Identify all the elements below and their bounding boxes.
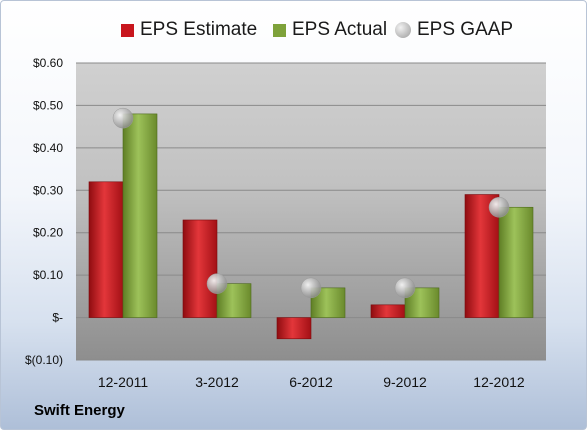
y-tick-label: $0.50	[33, 98, 63, 112]
marker-eps-gaap	[112, 107, 134, 129]
y-tick-label: $0.40	[33, 141, 63, 155]
bar-eps-actual	[122, 113, 158, 318]
x-tick-label: 12-2011	[98, 374, 149, 390]
y-tick-label: $0.60	[33, 56, 63, 70]
x-tick-label: 9-2012	[383, 374, 427, 390]
company-name: Swift Energy	[34, 402, 125, 419]
y-tick-label: $(0.10)	[25, 353, 63, 367]
y-tick-label: $0.10	[33, 268, 63, 282]
legend-label-estimate: EPS Estimate	[140, 19, 258, 40]
legend-item-actual: EPS Actual	[273, 17, 387, 43]
y-tick-label: $-	[52, 311, 63, 325]
bar-eps-estimate	[370, 304, 406, 318]
legend-item-gaap: EPS GAAP	[395, 17, 513, 43]
legend-item-estimate: EPS Estimate	[121, 17, 257, 43]
x-tick-label: 6-2012	[289, 374, 333, 390]
marker-eps-gaap	[394, 277, 416, 299]
y-tick-label: $0.30	[33, 183, 63, 197]
marker-eps-gaap	[488, 197, 510, 218]
bar-eps-estimate	[182, 219, 218, 318]
legend-label-gaap: EPS GAAP	[417, 19, 514, 40]
x-tick-label: 3-2012	[195, 374, 239, 390]
marker-eps-gaap	[300, 277, 322, 299]
y-tick-label: $0.20	[33, 226, 63, 240]
marker-eps-gaap	[206, 273, 228, 294]
bar-eps-actual	[498, 206, 534, 318]
x-tick-label: 12-2012	[473, 374, 525, 390]
legend-swatch-gaap	[395, 22, 411, 38]
legend-label-actual: EPS Actual	[292, 19, 388, 40]
legend-swatch-actual	[273, 23, 286, 37]
bar-eps-estimate	[276, 317, 312, 340]
legend-swatch-estimate	[121, 23, 134, 37]
legend: EPS Estimate EPS Actual EPS GAAP	[1, 17, 586, 43]
bar-eps-estimate	[88, 181, 124, 318]
